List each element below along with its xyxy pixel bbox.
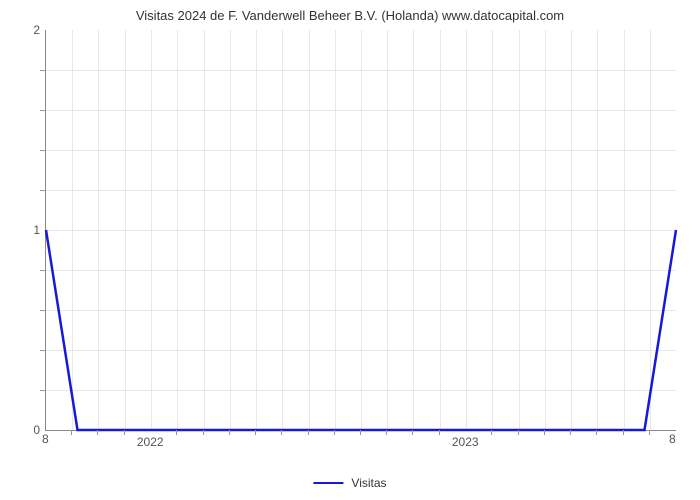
y-axis-minor-tick — [40, 270, 45, 271]
y-axis-minor-tick — [40, 70, 45, 71]
x-axis-minor-tick — [308, 430, 309, 435]
x-axis-minor-tick — [439, 430, 440, 435]
x-axis-minor-tick — [570, 430, 571, 435]
x-axis-minor-tick — [412, 430, 413, 435]
x-axis-minor-tick — [544, 430, 545, 435]
x-axis-minor-tick — [596, 430, 597, 435]
legend-label: Visitas — [351, 476, 386, 490]
y-axis-label: 1 — [10, 223, 40, 237]
x-axis-minor-tick — [176, 430, 177, 435]
x-axis-minor-tick — [124, 430, 125, 435]
y-axis-minor-tick — [40, 350, 45, 351]
x-axis-end-label-left: 8 — [42, 432, 49, 446]
x-axis-minor-tick — [203, 430, 204, 435]
chart-container: Visitas 2024 de F. Vanderwell Beheer B.V… — [0, 0, 700, 500]
x-axis-minor-tick — [255, 430, 256, 435]
chart-title: Visitas 2024 de F. Vanderwell Beheer B.V… — [0, 0, 700, 23]
x-axis-minor-tick — [281, 430, 282, 435]
y-axis-label: 2 — [10, 23, 40, 37]
x-axis-minor-tick — [97, 430, 98, 435]
x-axis-minor-tick — [623, 430, 624, 435]
y-axis-minor-tick — [40, 150, 45, 151]
x-axis-minor-tick — [386, 430, 387, 435]
y-axis-minor-tick — [40, 390, 45, 391]
y-axis-minor-tick — [40, 310, 45, 311]
x-axis-minor-tick — [334, 430, 335, 435]
line-series — [46, 30, 676, 430]
y-axis-label: 0 — [10, 423, 40, 437]
y-axis-minor-tick — [40, 110, 45, 111]
legend: Visitas — [313, 476, 386, 490]
x-axis-minor-tick — [491, 430, 492, 435]
y-axis-minor-tick — [40, 190, 45, 191]
x-axis-minor-tick — [360, 430, 361, 435]
x-axis-label: 2022 — [137, 435, 164, 449]
x-axis-end-label-right: 8 — [669, 432, 676, 446]
x-axis-minor-tick — [229, 430, 230, 435]
x-axis-minor-tick — [71, 430, 72, 435]
x-axis-label: 2023 — [452, 435, 479, 449]
x-axis-minor-tick — [518, 430, 519, 435]
plot-area — [45, 30, 676, 431]
legend-swatch — [313, 482, 343, 484]
x-axis-minor-tick — [649, 430, 650, 435]
